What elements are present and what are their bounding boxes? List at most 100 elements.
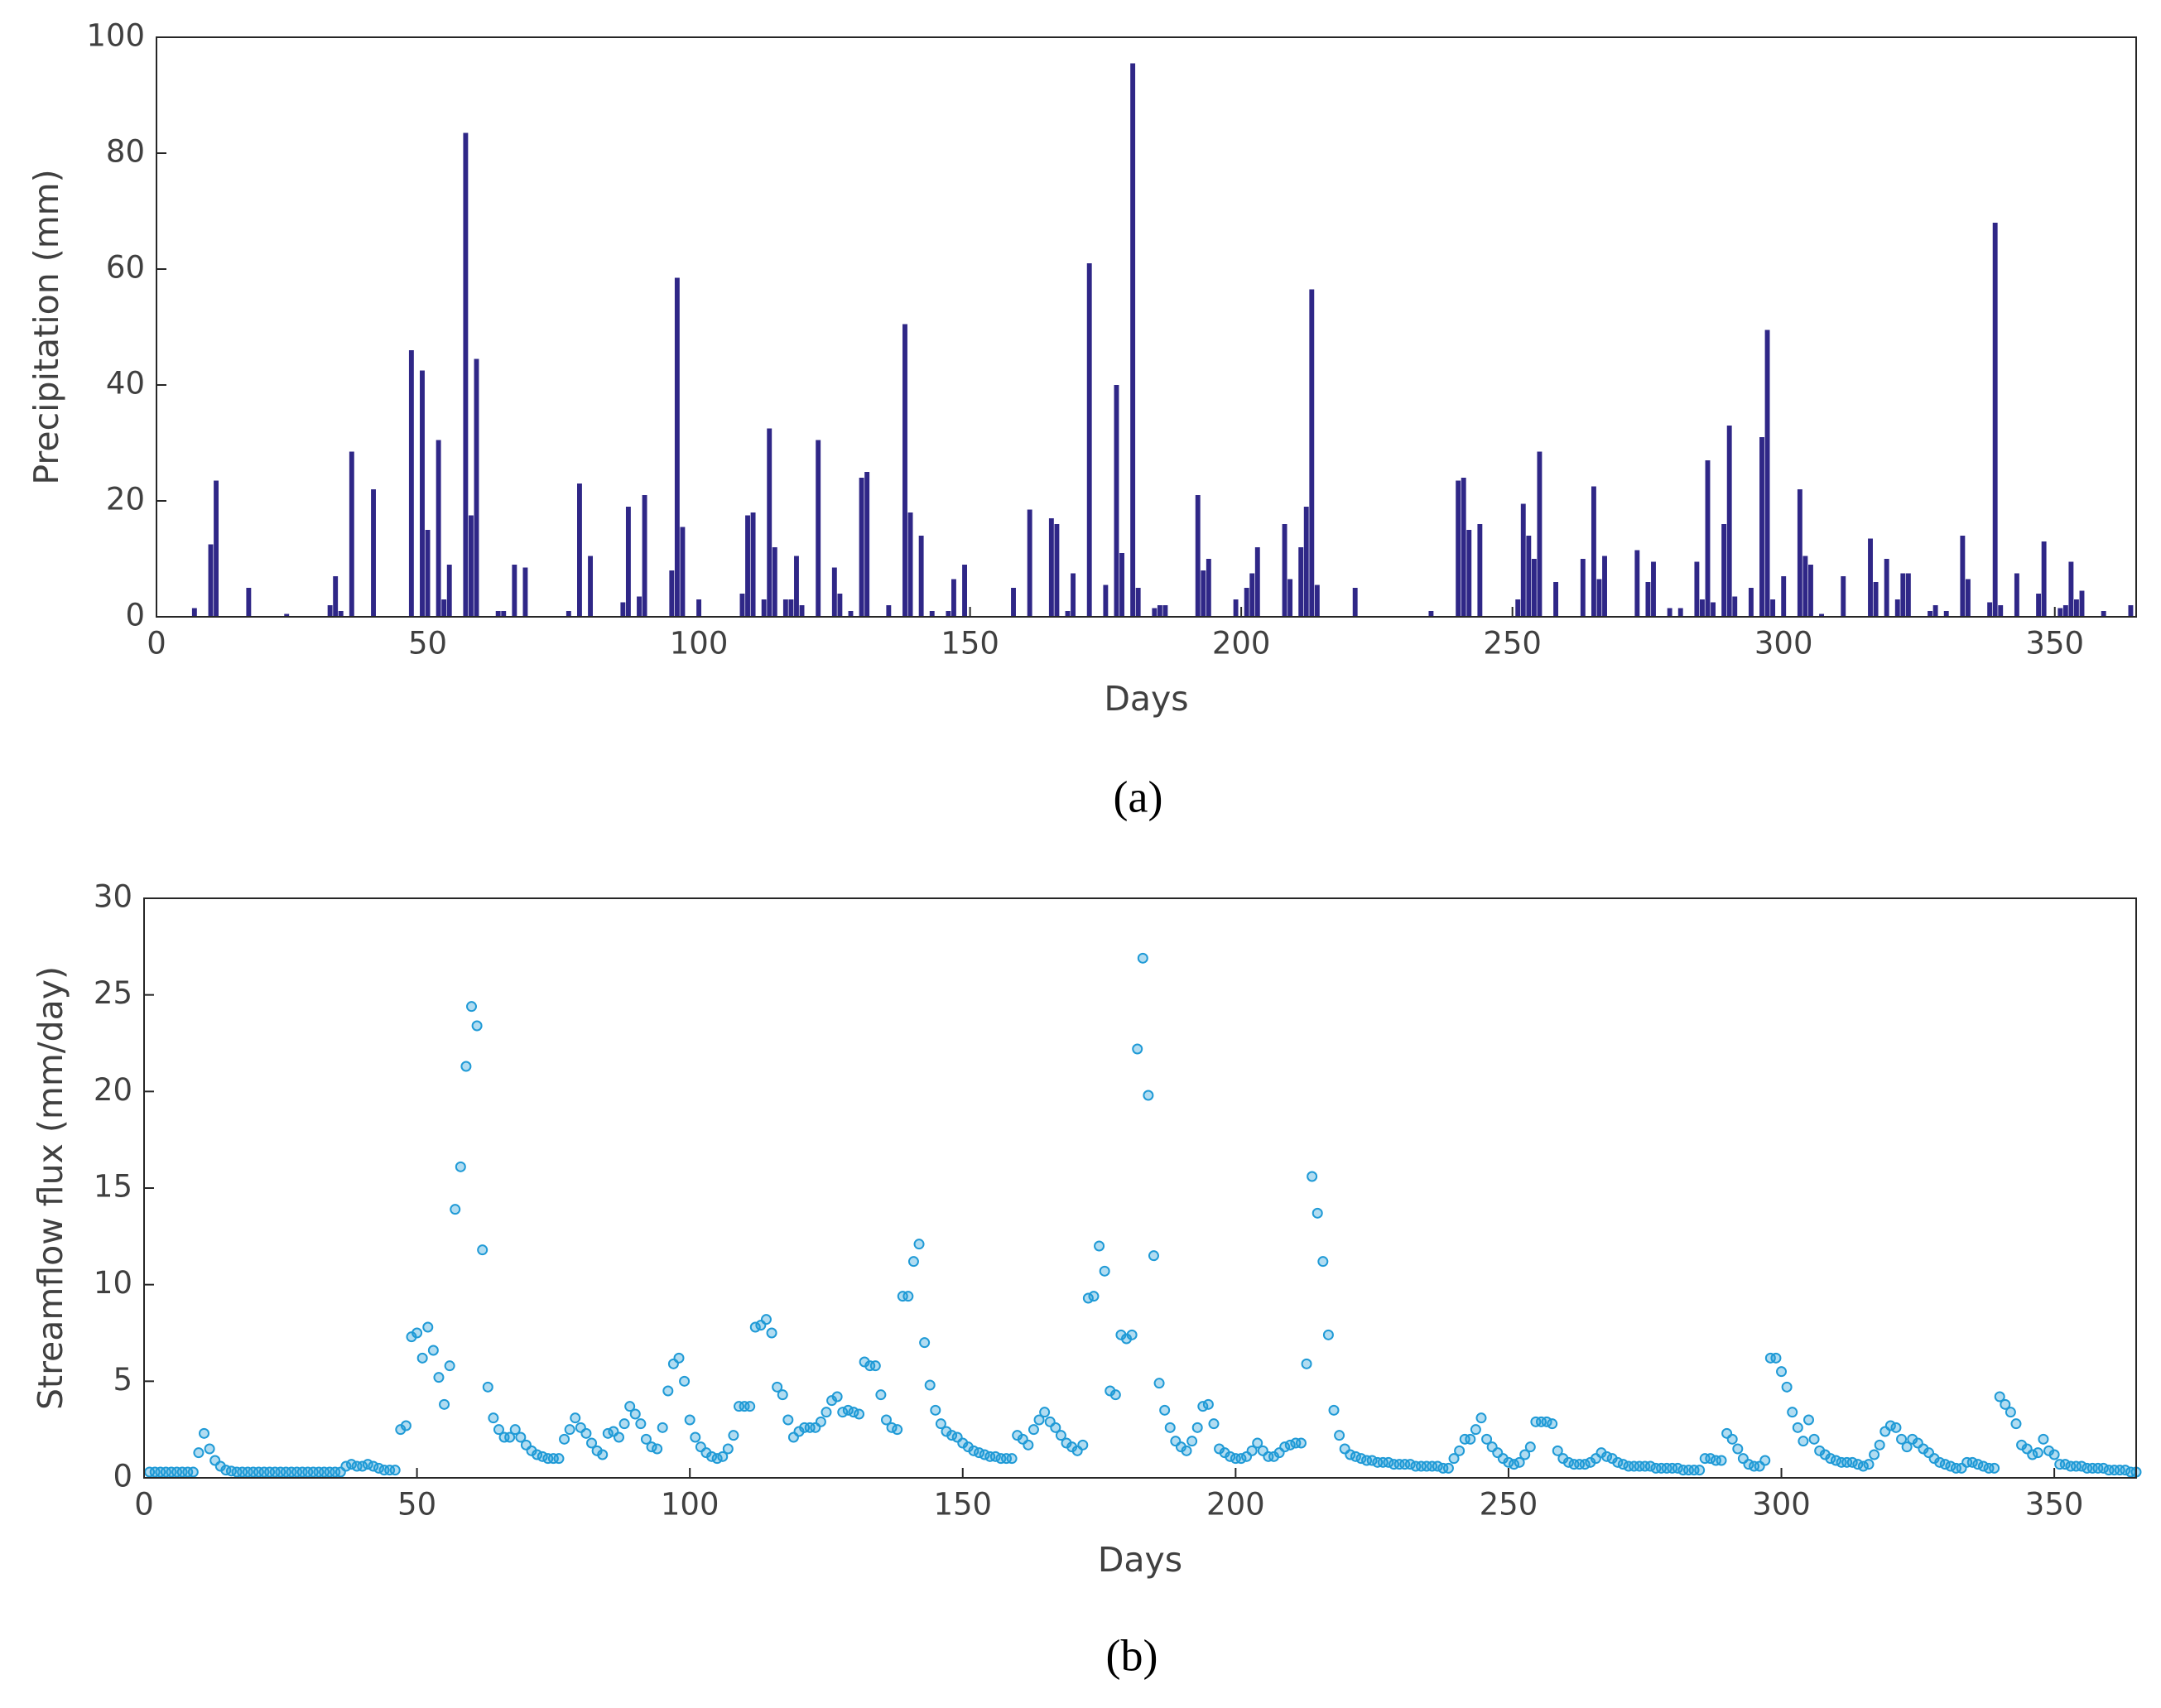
point xyxy=(2010,1418,2022,1430)
point xyxy=(1787,1407,1798,1418)
point xyxy=(684,1414,695,1426)
point xyxy=(1126,1329,1138,1340)
point xyxy=(657,1422,668,1433)
bar xyxy=(1537,451,1543,617)
bar xyxy=(522,567,528,617)
point xyxy=(1334,1430,1345,1441)
bar xyxy=(1206,559,1211,617)
x-tick-label: 200 xyxy=(1206,1487,1265,1523)
point xyxy=(1148,1250,1159,1262)
point xyxy=(1028,1424,1039,1436)
point xyxy=(635,1418,647,1430)
bar xyxy=(1894,599,1900,617)
y-tick-label: 80 xyxy=(106,134,145,170)
point xyxy=(673,1352,685,1364)
bar xyxy=(907,512,913,617)
point xyxy=(1890,1422,1902,1433)
bar xyxy=(1152,608,1158,617)
bar xyxy=(794,556,799,617)
point xyxy=(875,1389,887,1401)
bar xyxy=(1048,518,1054,617)
bar xyxy=(1651,561,1656,617)
point xyxy=(1716,1455,1727,1466)
y-tick-label: 0 xyxy=(125,598,145,633)
point xyxy=(433,1372,445,1383)
bar xyxy=(512,565,517,617)
bar xyxy=(2058,608,2063,617)
x-tick-label: 100 xyxy=(670,626,729,662)
bar xyxy=(1802,556,1808,617)
bar xyxy=(2036,594,2042,617)
bar xyxy=(962,565,967,617)
x-tick-label: 50 xyxy=(408,626,447,662)
point xyxy=(1191,1422,1203,1433)
point xyxy=(717,1451,729,1462)
bar xyxy=(848,611,854,617)
bar xyxy=(371,489,376,617)
point xyxy=(1039,1407,1051,1418)
bar xyxy=(1071,573,1076,617)
bar xyxy=(761,599,767,617)
point xyxy=(597,1449,609,1460)
bar xyxy=(696,599,702,617)
bar xyxy=(1748,588,1754,617)
point xyxy=(1869,1449,1880,1460)
point xyxy=(913,1239,925,1250)
point xyxy=(1802,1414,1814,1426)
point xyxy=(760,1314,772,1326)
point xyxy=(728,1430,739,1441)
y-tick-label: 0 xyxy=(113,1459,132,1494)
bar xyxy=(436,440,441,617)
x-tick-label: 150 xyxy=(933,1487,992,1523)
bar xyxy=(1694,561,1700,617)
point xyxy=(493,1424,504,1436)
point xyxy=(1033,1414,1045,1426)
point xyxy=(2038,1433,2049,1445)
axes-box xyxy=(156,36,2137,618)
bar xyxy=(2101,611,2106,617)
bar xyxy=(1477,524,1483,617)
bar xyxy=(929,611,935,617)
bar xyxy=(1520,503,1526,617)
point xyxy=(1132,1043,1143,1055)
point xyxy=(1792,1422,1803,1433)
point xyxy=(1465,1433,1476,1445)
point xyxy=(1322,1329,1334,1340)
bar xyxy=(1314,585,1320,617)
bar xyxy=(902,324,907,617)
bar xyxy=(669,570,675,617)
point xyxy=(1099,1265,1110,1277)
x-tick-label: 0 xyxy=(147,626,166,662)
point xyxy=(586,1437,598,1449)
bar xyxy=(1287,579,1293,617)
point xyxy=(1776,1366,1788,1378)
bar xyxy=(1960,536,1966,617)
y-tick-label: 30 xyxy=(94,879,132,915)
bar xyxy=(2014,573,2019,617)
point xyxy=(629,1408,641,1420)
point xyxy=(930,1404,941,1416)
x-tick-label: 50 xyxy=(397,1487,436,1523)
point xyxy=(2048,1449,2060,1460)
point xyxy=(652,1443,663,1455)
bar xyxy=(1992,223,1998,617)
point xyxy=(509,1424,521,1436)
bar xyxy=(1027,509,1032,617)
bar xyxy=(1868,538,1873,617)
point xyxy=(204,1443,215,1455)
bar xyxy=(788,599,794,617)
y-tick-label: 20 xyxy=(106,482,145,517)
point xyxy=(427,1345,439,1356)
point xyxy=(1514,1456,1525,1468)
point xyxy=(553,1453,565,1465)
bar xyxy=(214,480,219,617)
x-tick-label: 150 xyxy=(941,626,999,662)
point xyxy=(1442,1462,1454,1474)
bar xyxy=(642,495,647,617)
bar xyxy=(1770,599,1776,617)
point xyxy=(482,1381,493,1393)
bar xyxy=(1244,588,1249,617)
point xyxy=(613,1431,624,1443)
bar xyxy=(1303,507,1309,617)
